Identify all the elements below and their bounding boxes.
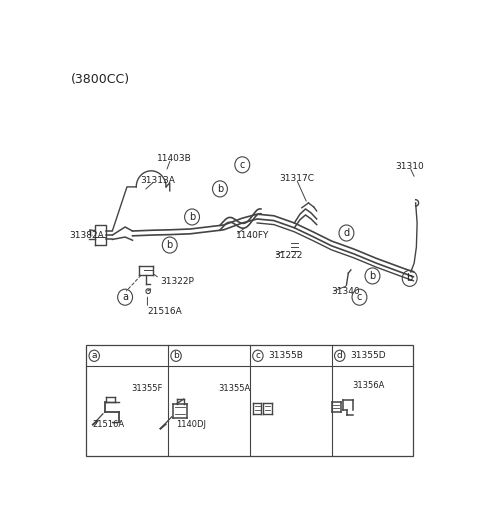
Text: 1140DJ: 1140DJ — [176, 420, 206, 429]
Text: d: d — [343, 228, 349, 238]
Text: c: c — [255, 351, 261, 361]
Text: 31355D: 31355D — [350, 351, 386, 361]
Text: 31355F: 31355F — [131, 384, 162, 393]
Text: 11403B: 11403B — [156, 154, 192, 163]
Text: b: b — [217, 184, 223, 194]
Text: 31310: 31310 — [395, 163, 423, 171]
Text: 31322P: 31322P — [160, 277, 194, 286]
Text: (3800CC): (3800CC) — [71, 72, 130, 85]
Bar — [86, 345, 413, 456]
Text: a: a — [122, 292, 128, 302]
Text: 31317C: 31317C — [279, 175, 314, 183]
Text: b: b — [173, 351, 179, 361]
Text: 31313A: 31313A — [140, 177, 175, 185]
Text: b: b — [369, 271, 376, 281]
Text: 21516A: 21516A — [147, 307, 182, 316]
Text: 31222: 31222 — [274, 251, 302, 259]
Text: 31355A: 31355A — [218, 384, 251, 393]
Text: 31355B: 31355B — [268, 351, 303, 361]
Text: b: b — [167, 240, 173, 250]
Text: 21516A: 21516A — [93, 420, 125, 429]
Text: 1140FY: 1140FY — [236, 230, 269, 240]
Text: c: c — [240, 160, 245, 170]
Text: b: b — [189, 212, 195, 222]
Text: a: a — [92, 351, 97, 361]
Text: c: c — [357, 292, 362, 302]
Text: 31356A: 31356A — [352, 381, 384, 390]
Text: 31382A: 31382A — [69, 230, 104, 240]
Text: b: b — [407, 274, 413, 283]
Text: 31340: 31340 — [332, 288, 360, 296]
Text: d: d — [337, 351, 343, 361]
